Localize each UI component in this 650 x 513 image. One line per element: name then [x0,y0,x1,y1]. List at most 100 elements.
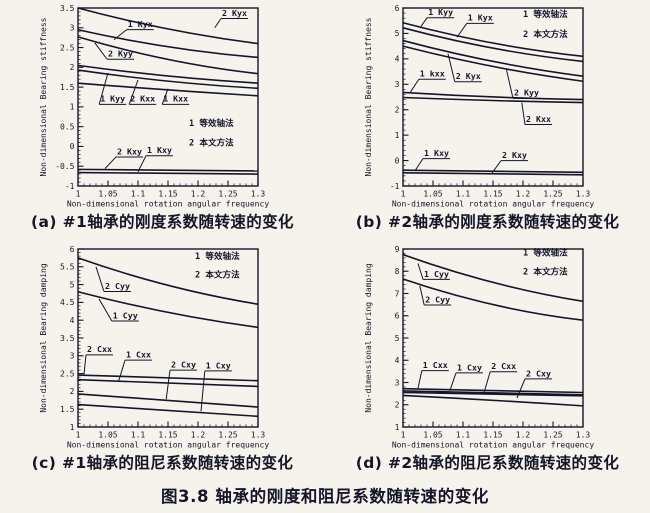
caption-b: (b) #2轴承的刚度系数随转速的变化 [355,213,620,231]
y-tick-label: 3 [395,80,400,89]
legend-item: 1 等效轴法 [523,247,568,259]
x-tick-label: 1.2 [516,431,531,440]
curve-label-leader [447,53,456,82]
curve-label-2-Cyy: 2 Cyy [425,294,450,304]
legend-item: 2 本文方法 [523,266,568,278]
y-tick-label: 3.5 [60,4,75,13]
x-axis-label: Non-dimensional rotation angular frequen… [392,200,594,209]
chart-a-stiffness-bearing1: 1 1.05 1.1 1.15 1.2 1.25 1.3 -1 -0.5 0 0.5 1 1.5 2 2.5… [39,4,269,209]
curve-label-1-Kxx: 1 Kxx [163,94,188,104]
curve-label-2-Kxx: 2 Kxx [526,114,551,124]
curve-label-1-Cxx: 1 Cxx [126,350,151,360]
y-tick-label: 1.5 [60,83,75,92]
curve-label-leader [165,370,171,400]
x-tick-label: 1.05 [98,190,117,199]
legend-item: 1 等效轴法 [523,8,568,20]
y-tick-label: 6 [395,4,400,13]
y-tick-label: -0.5 [55,162,74,171]
curve-label-leader [420,17,428,27]
curve-label-leader [83,354,87,375]
y-tick-label: 4 [70,316,75,325]
caption-a: (a) #1轴承的刚度系数随转速的变化 [31,213,294,231]
y-tick-label: 0 [395,156,400,165]
x-tick-label: 1.2 [191,431,206,440]
curve-label-1-Kyx: 1 Kyx [128,19,153,29]
series-1-Cyy [402,253,584,303]
y-tick-label: 5 [395,29,400,38]
y-tick-label: 8 [395,267,400,276]
y-tick-label: 5 [70,280,75,289]
series-2-Cxx [77,374,259,382]
series-2-Kyx [402,39,584,77]
curve-label-leader [113,29,128,41]
x-tick-label: 1.15 [158,190,177,199]
y-tick-label: 4 [395,356,400,365]
y-tick-label: 4 [395,55,400,64]
y-tick-label: 3.5 [60,334,75,343]
y-tick-label: 2.5 [60,369,75,378]
curve-label-1-Cyy: 1 Cyy [113,310,138,320]
y-tick-label: 5.5 [60,263,75,272]
x-axis-label: Non-dimensional rotation angular frequen… [67,200,269,209]
curve-label-leader [414,158,424,172]
y-tick-label: 3 [395,378,400,387]
y-tick-label: 1 [70,103,75,112]
y-tick-label: 6 [395,312,400,321]
x-tick-label: 1.25 [543,190,562,199]
curve-label-leader [214,18,222,29]
curve-label-leader [161,88,169,105]
series-2-Kxx [77,69,259,90]
x-tick-label: 1.05 [423,190,442,199]
x-tick-label: 1.1 [456,190,471,199]
chart-d-damping-bearing2: 1 1.05 1.1 1.15 1.2 1.25 1.3 1 2 3 4 5 6 7 8 9 Non-dimen… [364,245,594,450]
curve-label-2-Kyy: 2 Kyy [108,49,133,59]
y-tick-label: -1 [65,182,75,191]
curve-label-1-Cxx: 1 Cxx [423,360,448,370]
y-axis-label: Non-dimensional Bearing stiffness [364,17,373,176]
series-2-Cyy [77,257,259,305]
curve-label-2-Kyx: 2 Kyx [222,8,247,18]
curve-label-leader [95,266,105,292]
curve-label-leader [94,42,108,60]
curve-label-2-Cyy: 2 Cyy [105,281,130,291]
x-tick-label: 1 [401,190,406,199]
curve-label-2-Kxy: 2 Kxy [117,146,142,156]
curve-label-1-Kyx: 1 Kyx [468,13,493,23]
series-2-Kxx [402,96,584,104]
y-axis-label: Non-dimensional Bearing damping [39,263,48,412]
y-tick-label: 3 [70,352,75,361]
x-tick-label: 1.15 [483,190,502,199]
curve-label-leader [104,156,117,169]
curve-label-2-Cxx: 2 Cxx [491,361,516,371]
series-1-Cyy [77,290,259,329]
series-1-Cxy [77,403,259,418]
series-2-Kxy [402,171,584,176]
x-tick-label: 1.3 [251,190,266,199]
curve-label-leader [98,298,113,322]
curve-label-1-Kxy: 1 Kxy [424,148,449,158]
curve-label-2-Kxy: 2 Kxy [502,150,527,160]
curve-label-leader [118,360,126,381]
series-1-Cxx [402,387,584,394]
y-tick-label: 1.5 [60,405,75,414]
curve-label-2-Cxx: 2 Cxx [87,344,112,354]
chart-c-damping-bearing1: 1 1.05 1.1 1.15 1.2 1.25 1.3 1 1.5 2 2.5 3 3.5 4 4.5 5 5… [39,245,269,450]
y-axis-label: Non-dimensional Bearing damping [364,263,373,412]
curve-label-leader [419,285,425,306]
y-tick-label: 2.5 [60,43,75,52]
x-tick-label: 1.3 [576,431,591,440]
y-tick-label: 9 [395,245,400,254]
x-tick-label: 1 [76,431,81,440]
y-tick-label: 4.5 [60,298,75,307]
x-tick-label: 1.25 [218,431,237,440]
y-axis-label: Non-dimensional Bearing stiffness [39,17,48,176]
y-tick-label: 0 [70,142,75,151]
caption-c: (c) #1轴承的阻尼系数随转速的变化 [31,454,294,472]
legend-item: 2 本文方法 [189,137,234,149]
y-tick-label: 2 [70,387,75,396]
x-tick-label: 1.1 [131,190,146,199]
x-tick-label: 1.1 [131,431,146,440]
chart-b-cell: 1 1.05 1.1 1.15 1.2 1.25 1.3 -1 0 1 2 3 4 5 6 Non-dimen… [325,0,650,240]
y-tick-label: -1 [390,182,400,191]
series-2-Cxy [77,393,259,408]
